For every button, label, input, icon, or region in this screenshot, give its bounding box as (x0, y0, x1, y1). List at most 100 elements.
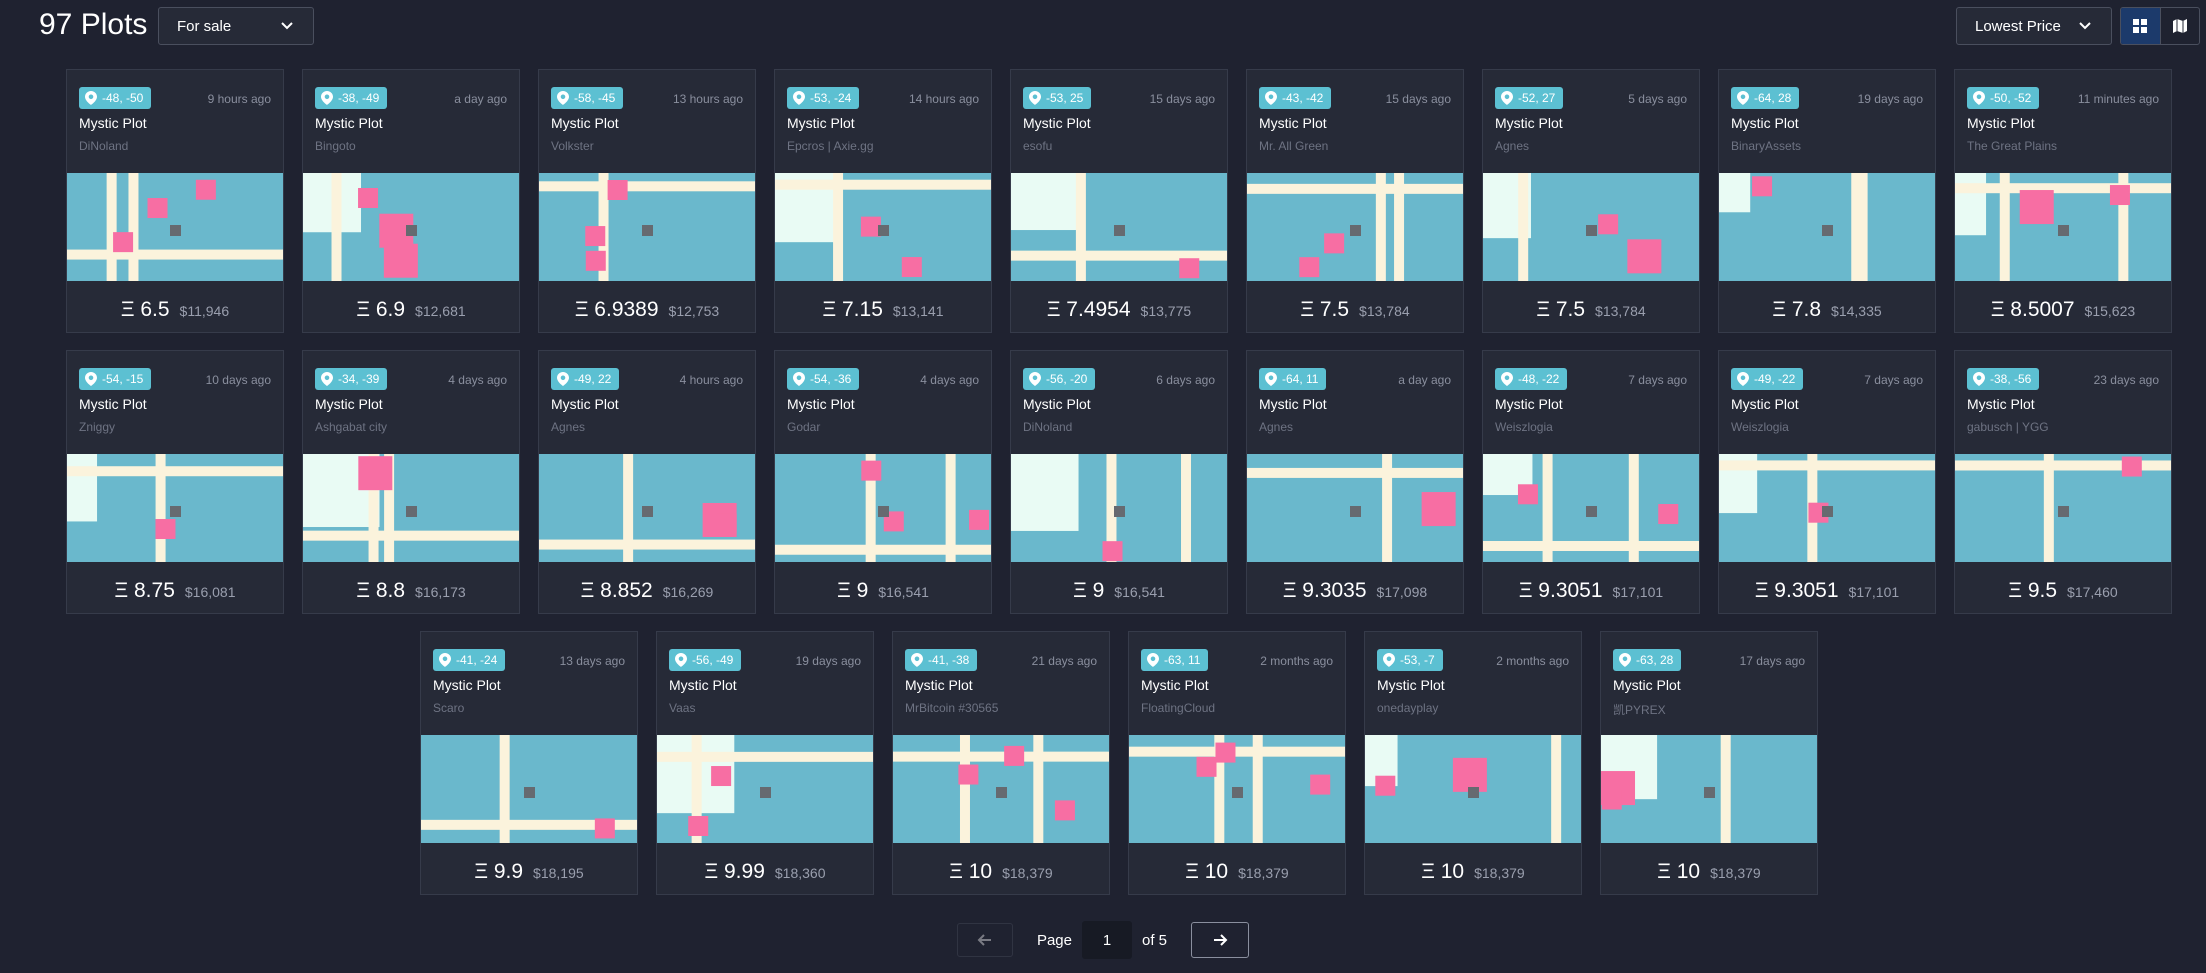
price: Ξ 6.9389 $12,753 (539, 298, 755, 322)
plot-card[interactable]: -58, -45 13 hours ago Mystic Plot Volkster Ξ… (538, 69, 756, 333)
plot-card[interactable]: -38, -56 23 days ago Mystic Plot gabusch | … (1954, 350, 2172, 614)
map-road (106, 173, 117, 281)
filter-dropdown[interactable]: For sale (158, 7, 314, 45)
usd-price: $16,173 (415, 584, 466, 600)
coords: -38, -49 (338, 91, 380, 105)
map-road (539, 539, 755, 550)
plot-map (657, 735, 873, 843)
plot-card[interactable]: -41, -24 13 days ago Mystic Plot Scaro Ξ 9.9… (420, 631, 638, 895)
plot-card[interactable]: -34, -39 4 days ago Mystic Plot Ashgabat ci… (302, 350, 520, 614)
usd-price: $18,195 (533, 865, 584, 881)
pin-icon (1265, 372, 1277, 386)
coords: -53, -7 (1400, 653, 1435, 667)
map-plot (358, 187, 379, 208)
map-plot (1215, 742, 1236, 763)
plot-card[interactable]: -43, -42 15 days ago Mystic Plot Mr. All Gr… (1246, 69, 1464, 333)
pin-icon (1147, 653, 1159, 667)
plot-card[interactable]: -54, -36 4 days ago Mystic Plot Godar Ξ 9 $16… (774, 350, 992, 614)
usd-price: $17,460 (2067, 584, 2118, 600)
plot-map (893, 735, 1109, 843)
map-center (1586, 225, 1597, 236)
plot-card[interactable]: -63, 11 2 months ago Mystic Plot FloatingCl… (1128, 631, 1346, 895)
plot-name: Mystic Plot (669, 677, 737, 693)
eth-price: Ξ 10 (949, 860, 993, 883)
owner-name: Volkster (551, 139, 594, 153)
plot-map (775, 173, 991, 281)
map-plot (861, 460, 882, 481)
plot-card[interactable]: -56, -49 19 days ago Mystic Plot Vaas Ξ 9.99… (656, 631, 874, 895)
coords-badge: -64, 11 (1259, 368, 1327, 390)
plot-card[interactable]: -50, -52 11 minutes ago Mystic Plot The Gre… (1954, 69, 2172, 333)
map-center (1350, 225, 1361, 236)
sort-dropdown[interactable]: Lowest Price (1956, 7, 2112, 45)
owner-name: Bingoto (315, 139, 356, 153)
plot-card[interactable]: -38, -49 a day ago Mystic Plot Bingoto Ξ 6.9… (302, 69, 520, 333)
plot-card[interactable]: -52, 27 5 days ago Mystic Plot Agnes Ξ 7.5 $1… (1482, 69, 1700, 333)
coords-badge: -49, -22 (1731, 368, 1804, 390)
chevron (281, 22, 293, 30)
map-center (1468, 787, 1479, 798)
map-road (539, 181, 755, 192)
map-plot (1004, 745, 1025, 766)
map-plot (607, 180, 628, 201)
plot-card[interactable]: -48, -50 9 hours ago Mystic Plot DiNoland Ξ … (66, 69, 284, 333)
plot-card[interactable]: -64, 11 a day ago Mystic Plot Agnes Ξ 9.3035… (1246, 350, 1464, 614)
plot-card[interactable]: -54, -15 10 days ago Mystic Plot Zniggy Ξ 8.… (66, 350, 284, 614)
map-plot (2019, 190, 2054, 225)
plot-card[interactable]: -49, -22 7 days ago Mystic Plot Weiszlogia Ξ… (1718, 350, 1936, 614)
map-area (1719, 173, 1751, 213)
page-label: Page (1036, 931, 1072, 949)
price: Ξ 7.5 $13,784 (1247, 298, 1463, 322)
pin-icon (1737, 372, 1749, 386)
listed-time: 14 hours ago (908, 92, 979, 106)
map-center (1350, 506, 1361, 517)
plot-map (775, 454, 991, 562)
map-plot (1324, 233, 1345, 254)
plot-name: Mystic Plot (1259, 396, 1327, 412)
plot-card[interactable]: -53, -7 2 months ago Mystic Plot onedayplay… (1364, 631, 1582, 895)
pin-shape (1973, 372, 1985, 386)
map-road (499, 735, 510, 843)
map-plot (2109, 185, 2130, 206)
plot-card[interactable]: -48, -22 7 days ago Mystic Plot Weiszlogia Ξ… (1482, 350, 1700, 614)
grid-view-button[interactable] (2121, 8, 2161, 44)
plot-map (67, 173, 283, 281)
plot-name: Mystic Plot (787, 396, 855, 412)
pin-icon (85, 372, 97, 386)
pin-shape (321, 91, 333, 105)
plot-card[interactable]: -53, -24 14 hours ago Mystic Plot Epcros | … (774, 69, 992, 333)
listed-time: a day ago (1398, 373, 1451, 387)
listed-time: 6 days ago (1156, 373, 1215, 387)
map-road (1033, 735, 1044, 843)
usd-price: $13,784 (1595, 303, 1646, 319)
owner-name: Scaro (433, 701, 465, 715)
coords: -56, -20 (1046, 372, 1088, 386)
pin-shape (557, 91, 569, 105)
plot-map (1601, 735, 1817, 843)
plot-card[interactable]: -63, 28 17 days ago Mystic Plot 凯PYREX Ξ 10 $… (1600, 631, 1818, 895)
map-road (303, 530, 519, 541)
plot-card[interactable]: -53, 25 15 days ago Mystic Plot esofu Ξ 7.49… (1010, 69, 1228, 333)
owner-name: FloatingCloud (1141, 701, 1216, 715)
price: Ξ 9.99 $18,360 (657, 860, 873, 884)
listed-time: 13 hours ago (672, 92, 743, 106)
plot-map (1719, 173, 1935, 281)
plot-card[interactable]: -56, -20 6 days ago Mystic Plot DiNoland Ξ 9… (1010, 350, 1228, 614)
eth-price: Ξ 9.99 (704, 860, 765, 883)
plot-card[interactable]: -64, 28 19 days ago Mystic Plot BinaryAsset… (1718, 69, 1936, 333)
map-road (1628, 454, 1639, 562)
owner-name: BinaryAssets (1731, 139, 1802, 153)
plot-card[interactable]: -41, -38 21 days ago Mystic Plot MrBitcoin … (892, 631, 1110, 895)
pin-icon (1501, 372, 1513, 386)
map-plot (585, 250, 606, 271)
page-input[interactable]: 1 (1082, 921, 1132, 959)
plot-card[interactable]: -49, 22 4 hours ago Mystic Plot Agnes Ξ 8.85… (538, 350, 756, 614)
listed-time: a day ago (454, 92, 507, 106)
map-plot (383, 243, 418, 278)
next-button[interactable] (1191, 922, 1250, 958)
map-plot (585, 226, 606, 247)
usd-price: $18,360 (774, 865, 826, 881)
map-view-button[interactable] (2161, 8, 2200, 44)
listed-time: 10 days ago (205, 373, 271, 387)
prev-button[interactable] (956, 923, 1013, 957)
